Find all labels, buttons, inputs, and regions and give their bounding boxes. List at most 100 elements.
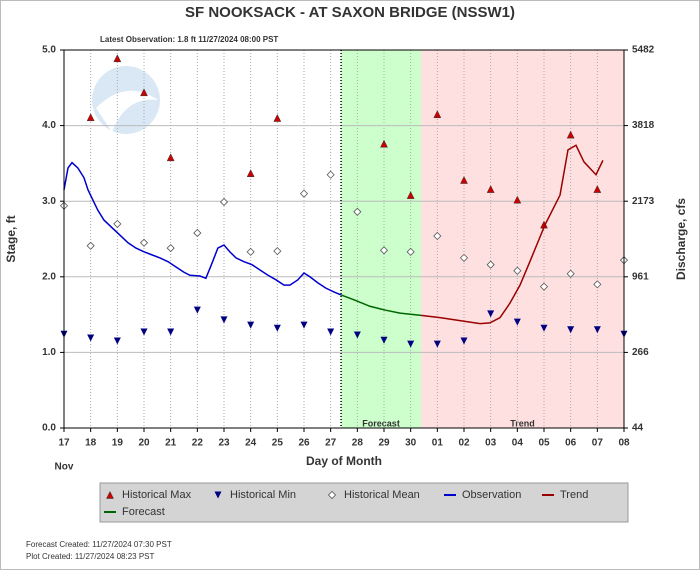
- x-axis-label: Day of Month: [306, 454, 382, 468]
- marker-mean: [299, 189, 309, 198]
- region-label: Forecast: [362, 418, 400, 428]
- marker-min: [327, 328, 335, 336]
- marker-mean: [86, 241, 95, 250]
- x-tick-label: 30: [405, 438, 417, 449]
- y2-axis-label: Discharge, cfs: [674, 198, 688, 280]
- series-line: [63, 161, 342, 296]
- y-tick-label: 0.0: [42, 423, 56, 434]
- marker-max: [166, 153, 175, 162]
- marker-max: [566, 130, 575, 139]
- chart-title: SF NOOKSACK - AT SAXON BRIDGE (NSSW1): [185, 4, 515, 21]
- series-line: [340, 294, 422, 317]
- subtitle: Latest Observation: 1.8 ft 11/27/2024 08…: [100, 35, 278, 44]
- marker-min: [167, 328, 175, 336]
- marker-max: [273, 113, 282, 122]
- y2-tick-label: 5482: [632, 45, 655, 56]
- legend-label: Historical Mean: [344, 489, 420, 501]
- marker-min: [593, 326, 601, 334]
- marker-mean: [139, 238, 149, 247]
- legend-box: [99, 482, 629, 523]
- x-tick-label: 08: [618, 438, 630, 449]
- region: [341, 50, 422, 428]
- marker-mean: [513, 266, 522, 275]
- x-tick-label: 01: [432, 438, 444, 449]
- marker-mean: [246, 247, 255, 256]
- x-tick-label: 26: [298, 438, 310, 449]
- marker-mean: [193, 228, 202, 238]
- x-tick-label: 02: [458, 438, 470, 449]
- plot-border: [63, 49, 625, 429]
- marker-mean: [433, 231, 442, 241]
- marker-max: [106, 490, 114, 499]
- marker-min: [460, 337, 468, 345]
- marker-min: [87, 334, 95, 342]
- marker-max: [380, 139, 388, 148]
- marker-max: [406, 191, 415, 199]
- marker-min: [220, 316, 228, 324]
- marker-mean: [353, 207, 362, 216]
- y2-tick-label: 2173: [632, 196, 655, 207]
- x-tick-label: 19: [112, 438, 124, 449]
- marker-mean: [113, 219, 122, 228]
- marker-max: [113, 54, 122, 63]
- marker-min: [113, 337, 121, 345]
- marker-min: [214, 491, 222, 499]
- y-tick-label: 4.0: [42, 120, 56, 131]
- logo: [92, 66, 160, 134]
- marker-min: [140, 328, 148, 336]
- marker-min: [433, 340, 441, 348]
- x-month-label: Nov: [55, 462, 74, 473]
- marker-mean: [219, 197, 229, 207]
- x-tick-label: 25: [272, 438, 284, 449]
- marker-min: [193, 306, 201, 314]
- x-tick-label: 22: [192, 438, 204, 449]
- x-tick-label: 03: [485, 438, 497, 449]
- marker-min: [513, 318, 521, 326]
- marker-mean: [166, 244, 175, 253]
- marker-mean: [327, 490, 337, 500]
- marker-max: [433, 110, 442, 119]
- marker-min: [273, 324, 281, 332]
- footer-text: Plot Created: 11/27/2024 08:23 PST: [26, 552, 154, 561]
- marker-mean: [593, 280, 602, 289]
- marker-min: [487, 310, 495, 318]
- marker-max: [513, 195, 522, 204]
- x-tick-label: 06: [565, 438, 577, 449]
- y2-tick-label: 266: [632, 347, 649, 358]
- region-label: Trend: [510, 418, 535, 428]
- footer-text: Forecast Created: 11/27/2024 07:30 PST: [26, 540, 172, 549]
- x-tick-label: 18: [85, 438, 97, 449]
- x-tick-label: 17: [58, 438, 70, 449]
- legend-label: Forecast: [122, 506, 165, 518]
- marker-mean: [273, 247, 282, 256]
- marker-max: [460, 175, 468, 184]
- y2-tick-label: 44: [632, 423, 644, 434]
- marker-max: [140, 88, 148, 97]
- marker-mean: [459, 253, 469, 262]
- marker-mean: [539, 282, 549, 291]
- marker-min: [567, 326, 575, 334]
- y-tick-label: 3.0: [42, 196, 56, 207]
- x-tick-label: 29: [378, 438, 390, 449]
- y-tick-label: 1.0: [42, 347, 56, 358]
- x-tick-label: 04: [512, 438, 524, 449]
- marker-max: [246, 169, 255, 177]
- x-tick-label: 21: [165, 438, 177, 449]
- marker-min: [353, 331, 361, 339]
- y-tick-label: 5.0: [42, 45, 56, 56]
- marker-min: [540, 324, 548, 332]
- marker-min: [300, 321, 308, 329]
- marker-min: [407, 340, 415, 348]
- x-tick-label: 23: [218, 438, 230, 449]
- x-tick-label: 20: [138, 438, 150, 449]
- marker-max: [86, 113, 95, 122]
- marker-mean: [379, 246, 389, 255]
- legend-label: Historical Min: [230, 489, 296, 501]
- marker-mean: [566, 269, 575, 278]
- legend-label: Observation: [462, 489, 521, 501]
- x-tick-label: 24: [245, 438, 257, 449]
- y2-tick-label: 961: [632, 271, 649, 282]
- legend-label: Historical Max: [122, 489, 192, 501]
